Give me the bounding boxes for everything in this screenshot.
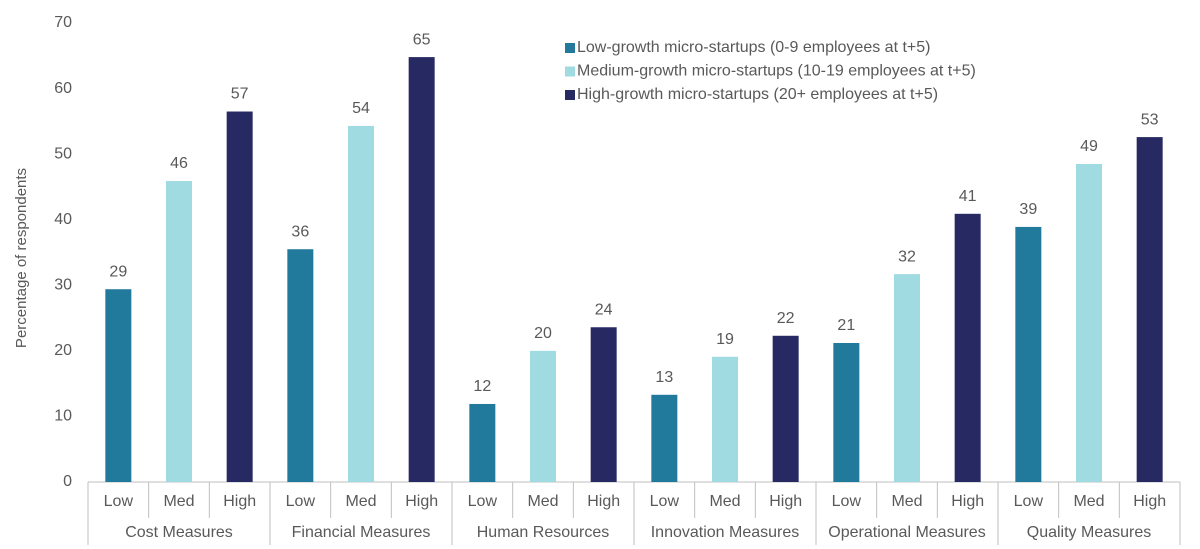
y-tick-label: 0 — [63, 473, 72, 490]
data-label: 53 — [1141, 111, 1159, 128]
legend-label: Medium-growth micro-startups (10-19 empl… — [577, 63, 976, 80]
x-tick-label: High — [405, 493, 438, 510]
y-tick-label: 70 — [54, 14, 72, 31]
legend-swatch — [565, 66, 575, 77]
data-label: 13 — [655, 369, 673, 386]
bar — [772, 335, 799, 482]
x-group-label: Financial Measures — [292, 524, 431, 541]
y-tick-label: 60 — [54, 80, 72, 97]
y-tick-label: 50 — [54, 145, 72, 162]
bar — [408, 57, 435, 483]
y-tick-label: 20 — [54, 342, 72, 359]
bar — [105, 289, 132, 482]
bar — [590, 327, 617, 482]
legend-swatch — [565, 90, 575, 100]
data-label: 36 — [291, 223, 309, 240]
data-label: 12 — [473, 378, 491, 395]
bar — [651, 394, 678, 482]
x-tick-label: High — [1133, 493, 1166, 510]
data-label: 39 — [1019, 201, 1037, 218]
data-label: 65 — [413, 31, 431, 48]
bar — [287, 249, 314, 482]
data-label: 24 — [595, 301, 613, 318]
x-group-label: Human Resources — [477, 524, 610, 541]
bar — [1136, 137, 1163, 482]
bar — [712, 356, 738, 482]
x-tick-label: High — [223, 493, 256, 510]
data-label: 46 — [170, 155, 188, 172]
x-tick-label: Med — [345, 493, 376, 510]
legend-swatch — [565, 43, 575, 53]
data-label: 32 — [898, 248, 916, 265]
x-group-label: Operational Measures — [828, 524, 985, 541]
y-tick-label: 30 — [54, 277, 72, 294]
x-tick-label: Low — [286, 493, 316, 510]
bar — [469, 403, 496, 482]
bar — [894, 274, 920, 482]
x-tick-label: Low — [468, 493, 498, 510]
bar — [1015, 226, 1042, 482]
data-label: 57 — [231, 86, 249, 103]
x-tick-label: Low — [104, 493, 134, 510]
y-tick-label: 40 — [54, 211, 72, 228]
data-label: 22 — [777, 310, 795, 327]
bar — [1076, 163, 1102, 482]
bar — [348, 125, 374, 482]
x-tick-label: Med — [891, 493, 922, 510]
data-label: 49 — [1080, 138, 1098, 155]
x-tick-label: High — [587, 493, 620, 510]
x-tick-label: Med — [163, 493, 194, 510]
x-tick-label: High — [769, 493, 802, 510]
x-tick-label: Med — [709, 493, 740, 510]
x-tick-label: Low — [1014, 493, 1044, 510]
bar — [166, 181, 192, 482]
x-tick-label: Low — [832, 493, 862, 510]
bar — [226, 111, 253, 483]
y-axis-label: Percentage of respondents — [13, 168, 30, 348]
legend-label: High-growth micro-startups (20+ employee… — [577, 86, 938, 103]
x-tick-label: Med — [1073, 493, 1104, 510]
x-tick-label: High — [951, 493, 984, 510]
data-label: 20 — [534, 325, 552, 342]
data-label: 54 — [352, 100, 370, 117]
x-group-label: Cost Measures — [125, 524, 233, 541]
x-tick-label: Med — [527, 493, 558, 510]
data-label: 41 — [959, 188, 977, 205]
bar — [954, 213, 981, 482]
legend-label: Low-growth micro-startups (0-9 employees… — [577, 39, 930, 56]
bar — [530, 350, 556, 482]
bar — [833, 342, 860, 482]
x-group-label: Quality Measures — [1027, 524, 1152, 541]
x-group-label: Innovation Measures — [651, 524, 800, 541]
y-tick-label: 10 — [54, 408, 72, 425]
data-label: 19 — [716, 331, 734, 348]
data-label: 21 — [837, 317, 855, 334]
x-tick-label: Low — [650, 493, 680, 510]
data-label: 29 — [109, 263, 127, 280]
